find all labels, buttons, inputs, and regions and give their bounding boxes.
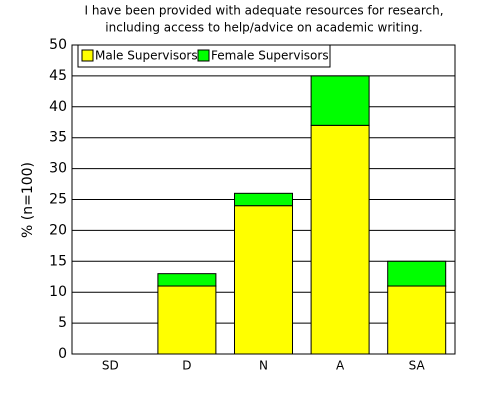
- x-tick-label: SD: [102, 359, 119, 373]
- legend-label: Male Supervisors: [95, 49, 198, 63]
- y-tick-label: 30: [49, 161, 67, 177]
- bar-segment: [157, 273, 217, 287]
- bar-segment: [387, 260, 447, 287]
- y-tick-label: 25: [49, 192, 67, 208]
- y-tick-label: 35: [49, 130, 67, 146]
- bar-segment: [387, 285, 447, 355]
- y-tick-label: 15: [49, 253, 67, 269]
- x-tick-label: N: [259, 359, 268, 373]
- chart-title: including access to help/advice on acade…: [105, 21, 422, 35]
- y-tick-label: 45: [49, 68, 67, 84]
- y-tick-label: 20: [49, 222, 67, 238]
- bar-segment: [234, 192, 293, 207]
- bar-segment: [234, 205, 293, 355]
- chart-title: I have been provided with adequate resou…: [84, 4, 443, 18]
- y-tick-label: 40: [49, 99, 67, 115]
- y-axis-label: % (n=100): [20, 162, 36, 238]
- bar-segment: [310, 75, 370, 126]
- legend-swatch: [81, 49, 94, 62]
- x-tick-label: D: [182, 359, 191, 373]
- bar-segment: [310, 124, 370, 355]
- x-tick-label: A: [336, 359, 345, 373]
- x-tick-label: SA: [409, 359, 426, 373]
- y-tick-label: 0: [58, 346, 67, 362]
- bar-segment: [157, 285, 217, 355]
- y-tick-label: 50: [49, 37, 67, 53]
- y-tick-label: 5: [58, 315, 67, 331]
- y-tick-label: 10: [49, 284, 67, 300]
- legend-label: Female Supervisors: [211, 49, 329, 63]
- legend-swatch: [197, 49, 210, 62]
